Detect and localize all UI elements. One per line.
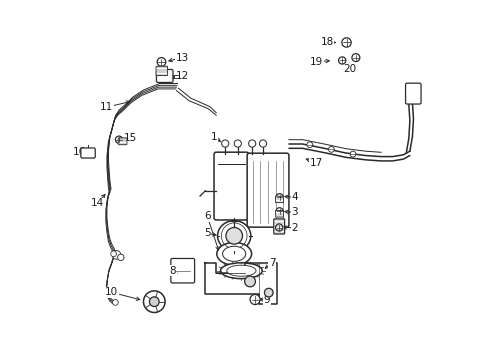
Text: 12: 12 [175, 71, 189, 81]
Polygon shape [205, 263, 277, 304]
Text: 19: 19 [310, 57, 323, 67]
Text: 17: 17 [310, 158, 323, 168]
Circle shape [116, 136, 122, 143]
Circle shape [157, 58, 166, 66]
Circle shape [339, 57, 346, 64]
Text: 9: 9 [263, 294, 270, 305]
Circle shape [112, 251, 121, 259]
Circle shape [113, 300, 118, 305]
Circle shape [248, 140, 256, 147]
Circle shape [328, 147, 334, 152]
Circle shape [245, 276, 255, 287]
FancyBboxPatch shape [156, 69, 173, 82]
Ellipse shape [220, 263, 262, 279]
Ellipse shape [217, 243, 251, 265]
Text: 3: 3 [292, 207, 298, 217]
FancyBboxPatch shape [274, 219, 285, 234]
FancyBboxPatch shape [156, 66, 168, 76]
Text: 1: 1 [211, 132, 218, 142]
Circle shape [118, 254, 124, 261]
FancyBboxPatch shape [275, 211, 284, 217]
Circle shape [226, 228, 243, 244]
Circle shape [234, 140, 242, 147]
Text: 15: 15 [124, 132, 137, 143]
Text: 2: 2 [292, 222, 298, 233]
Circle shape [111, 251, 117, 257]
Text: 6: 6 [204, 211, 211, 221]
FancyBboxPatch shape [214, 152, 248, 220]
FancyBboxPatch shape [406, 83, 421, 104]
Circle shape [350, 151, 356, 157]
Circle shape [221, 140, 229, 147]
FancyBboxPatch shape [81, 148, 95, 158]
Text: 4: 4 [292, 192, 298, 202]
Circle shape [259, 140, 267, 147]
Text: 7: 7 [269, 258, 275, 268]
Ellipse shape [218, 221, 251, 251]
Circle shape [144, 291, 165, 312]
Circle shape [276, 208, 283, 215]
FancyBboxPatch shape [275, 196, 284, 203]
FancyBboxPatch shape [247, 153, 289, 227]
Ellipse shape [227, 265, 256, 276]
Text: 14: 14 [91, 198, 104, 208]
Circle shape [342, 38, 351, 47]
Text: 16: 16 [73, 147, 86, 157]
Ellipse shape [222, 246, 246, 261]
Circle shape [276, 194, 283, 201]
FancyBboxPatch shape [118, 138, 127, 145]
Text: 5: 5 [204, 228, 211, 238]
Text: 10: 10 [105, 287, 119, 297]
Circle shape [352, 54, 360, 62]
Circle shape [307, 142, 313, 148]
Text: 13: 13 [175, 53, 189, 63]
Circle shape [265, 288, 273, 297]
Text: 20: 20 [343, 64, 356, 74]
Text: 8: 8 [170, 266, 176, 276]
Text: 18: 18 [320, 37, 334, 48]
Circle shape [275, 224, 283, 231]
Circle shape [250, 294, 260, 305]
Circle shape [149, 297, 159, 306]
FancyBboxPatch shape [171, 258, 195, 283]
Text: 11: 11 [100, 102, 113, 112]
